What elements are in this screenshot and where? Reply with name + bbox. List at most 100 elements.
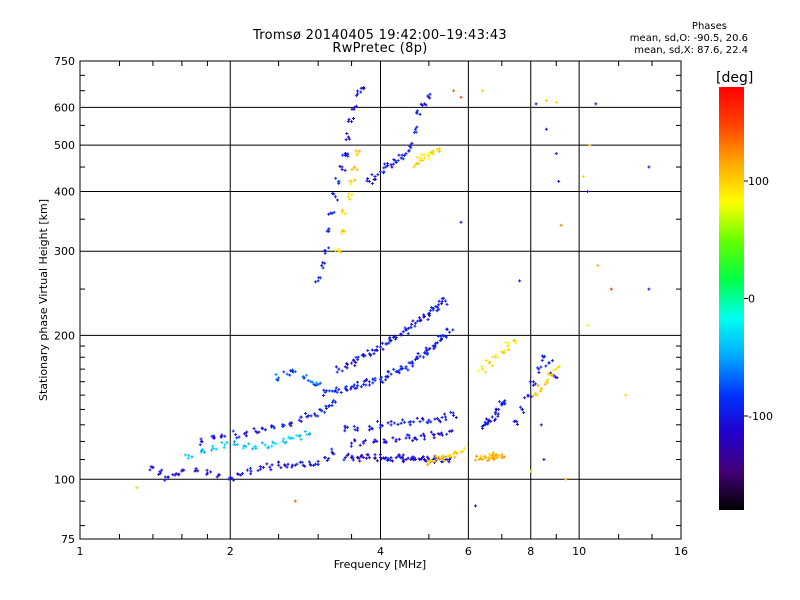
data-point [391,335,395,339]
data-point [397,437,401,441]
data-point [426,352,430,356]
data-point [486,422,490,426]
data-point [211,444,215,448]
data-point [271,440,275,444]
data-point [388,339,392,343]
data-point [346,152,350,156]
data-point [433,456,437,460]
data-point [350,385,354,389]
data-point [422,434,426,438]
data-point [503,348,507,352]
data-point [417,316,421,320]
data-point [609,287,613,291]
data-point [203,450,207,454]
data-point [428,96,432,100]
data-point [370,348,374,352]
data-point [403,420,407,424]
data-point [413,321,417,325]
data-point [379,170,382,174]
data-point [324,404,328,408]
data-point [543,382,547,386]
data-point [148,468,152,472]
data-point [407,436,411,440]
data-point [347,117,351,121]
y-tick-label: 300 [54,245,75,258]
data-point [356,428,360,432]
data-point [427,418,431,422]
data-point [423,437,427,441]
data-point [448,453,452,457]
plot-frame [79,60,682,540]
data-point [500,453,504,457]
data-point [500,456,504,460]
data-point [350,107,354,111]
data-point [624,393,628,397]
data-point [482,423,486,427]
data-point [334,248,338,252]
data-point [232,478,236,482]
data-point [435,417,439,421]
data-point [424,103,428,107]
data-point [386,421,390,425]
data-point [353,439,357,443]
data-point [397,153,401,157]
data-point [431,306,435,310]
data-point [231,429,235,433]
data-point [254,445,258,449]
data-point [166,475,170,479]
data-point [412,420,416,424]
data-point [348,197,352,201]
data-point [345,132,349,136]
data-point [404,366,408,370]
data-point [502,351,506,355]
data-point [237,435,241,439]
data-point [490,453,494,457]
data-point [387,337,391,341]
y-tick-label: 75 [61,533,75,546]
data-point [333,195,337,199]
data-point [386,457,390,461]
data-point [401,460,405,464]
data-point [429,420,433,424]
data-point [422,351,426,355]
data-point [445,432,449,436]
data-point [449,410,453,414]
data-point [354,149,358,153]
data-point [436,334,440,338]
data-point [334,176,338,180]
data-point [420,158,424,162]
data-point [349,387,353,391]
data-point [260,441,264,445]
data-point [302,376,306,380]
x-tick-label: 1 [77,545,84,558]
x-axis-tick-labels: 1 2 4 6 8 10 16 [77,545,689,558]
data-point [494,408,498,412]
data-point [647,287,651,291]
data-point [299,419,303,423]
data-point [329,211,333,215]
data-point [462,447,466,451]
data-point [330,403,334,407]
data-point [337,180,341,184]
data-point [163,475,167,479]
data-point [373,457,377,461]
data-point [391,436,395,440]
data-point [375,345,379,349]
data-point [391,459,395,463]
data-point [594,102,598,106]
data-point [401,157,405,161]
data-point [451,328,455,332]
data-point [586,189,590,193]
data-point [424,459,428,463]
data-point [494,353,498,357]
data-point [274,442,278,446]
data-point [346,425,350,429]
data-point [394,337,398,341]
data-point [443,412,447,416]
data-point [453,455,457,459]
data-point [437,418,441,422]
data-point [437,458,441,462]
data-point [349,182,353,186]
data-point [182,468,186,472]
data-point [484,417,488,421]
